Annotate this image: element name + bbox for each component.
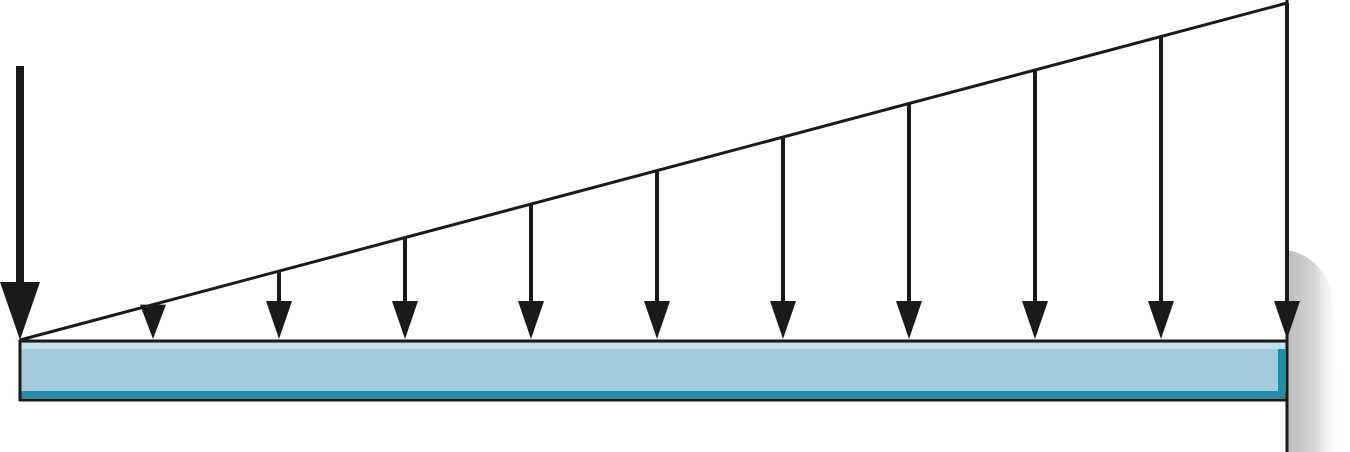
beam-body bbox=[20, 341, 1287, 400]
distributed-load-arrows bbox=[140, 3, 1300, 339]
distributed-load-arrow bbox=[1022, 70, 1048, 339]
distributed-load-arrow bbox=[896, 103, 922, 339]
distributed-load-arrow bbox=[140, 304, 166, 339]
distributed-load-arrow bbox=[1148, 36, 1174, 339]
point-load-head bbox=[0, 282, 40, 340]
beam-bottom-shadow bbox=[20, 391, 1287, 398]
distributed-load-arrow bbox=[266, 271, 292, 339]
distributed-load-arrow-head bbox=[518, 301, 544, 339]
point-load-arrow bbox=[0, 66, 40, 340]
distributed-load-arrow-head bbox=[392, 301, 418, 339]
distributed-load-arrow-head bbox=[896, 301, 922, 339]
distributed-load-arrow bbox=[518, 204, 544, 339]
distributed-load-arrow-head bbox=[266, 301, 292, 339]
distributed-load-arrow bbox=[1274, 3, 1300, 339]
distributed-load-arrow-head bbox=[140, 304, 166, 339]
distributed-load-arrow-head bbox=[1148, 301, 1174, 339]
beam bbox=[18, 339, 1289, 402]
load-envelope-line bbox=[19, 1, 1288, 342]
distributed-load-arrow bbox=[392, 237, 418, 339]
distributed-load-arrow-head bbox=[1274, 301, 1300, 339]
distributed-load-arrow-head bbox=[644, 301, 670, 339]
distributed-load-arrow-head bbox=[1022, 301, 1048, 339]
distributed-load-arrow bbox=[770, 137, 796, 339]
distributed-load-arrow-head bbox=[770, 301, 796, 339]
wall-shading bbox=[1287, 250, 1342, 452]
beam-right-shadow bbox=[1278, 349, 1285, 398]
beam-outline bbox=[18, 339, 1289, 402]
distributed-load-arrow bbox=[644, 170, 670, 339]
beam-highlight bbox=[20, 343, 1287, 349]
